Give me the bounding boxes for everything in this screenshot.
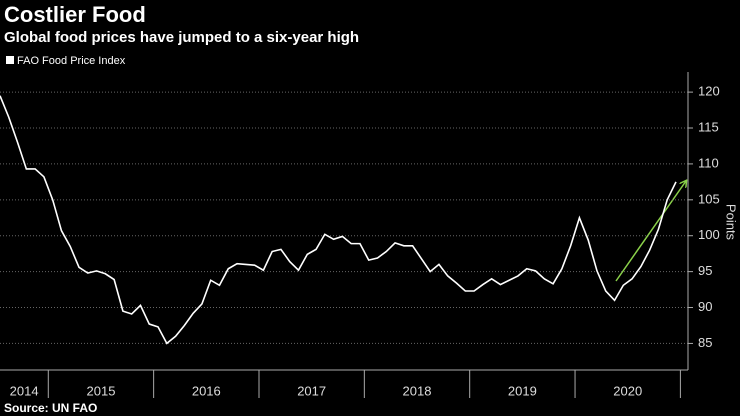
x-tick-label: 2018 [403,383,432,398]
x-tick-label: 2019 [508,383,537,398]
y-tick-label: 105 [698,191,720,206]
y-tick-label: 95 [698,263,712,278]
x-tick-label: 2017 [297,383,326,398]
y-tick-label: 85 [698,335,712,350]
x-tick-label: 2014 [10,383,39,398]
source: Source: UN FAO [4,401,97,415]
y-axis-label: Points [724,204,739,241]
y-tick-label: 100 [698,227,720,242]
trend-arrow [615,181,686,282]
chart-subtitle: Global food prices have jumped to a six-… [4,29,359,46]
x-tick-label: 2020 [613,383,642,398]
x-tick-label: 2016 [192,383,221,398]
x-tick-label: 2015 [87,383,116,398]
y-tick-label: 110 [698,155,719,170]
legend-label: FAO Food Price Index [17,55,126,67]
y-tick-label: 115 [698,119,719,134]
line-series [0,95,677,345]
legend-swatch [6,56,14,64]
chart-title: Costlier Food [4,2,146,27]
y-tick-label: 120 [698,84,720,99]
y-tick-label: 90 [698,299,712,314]
